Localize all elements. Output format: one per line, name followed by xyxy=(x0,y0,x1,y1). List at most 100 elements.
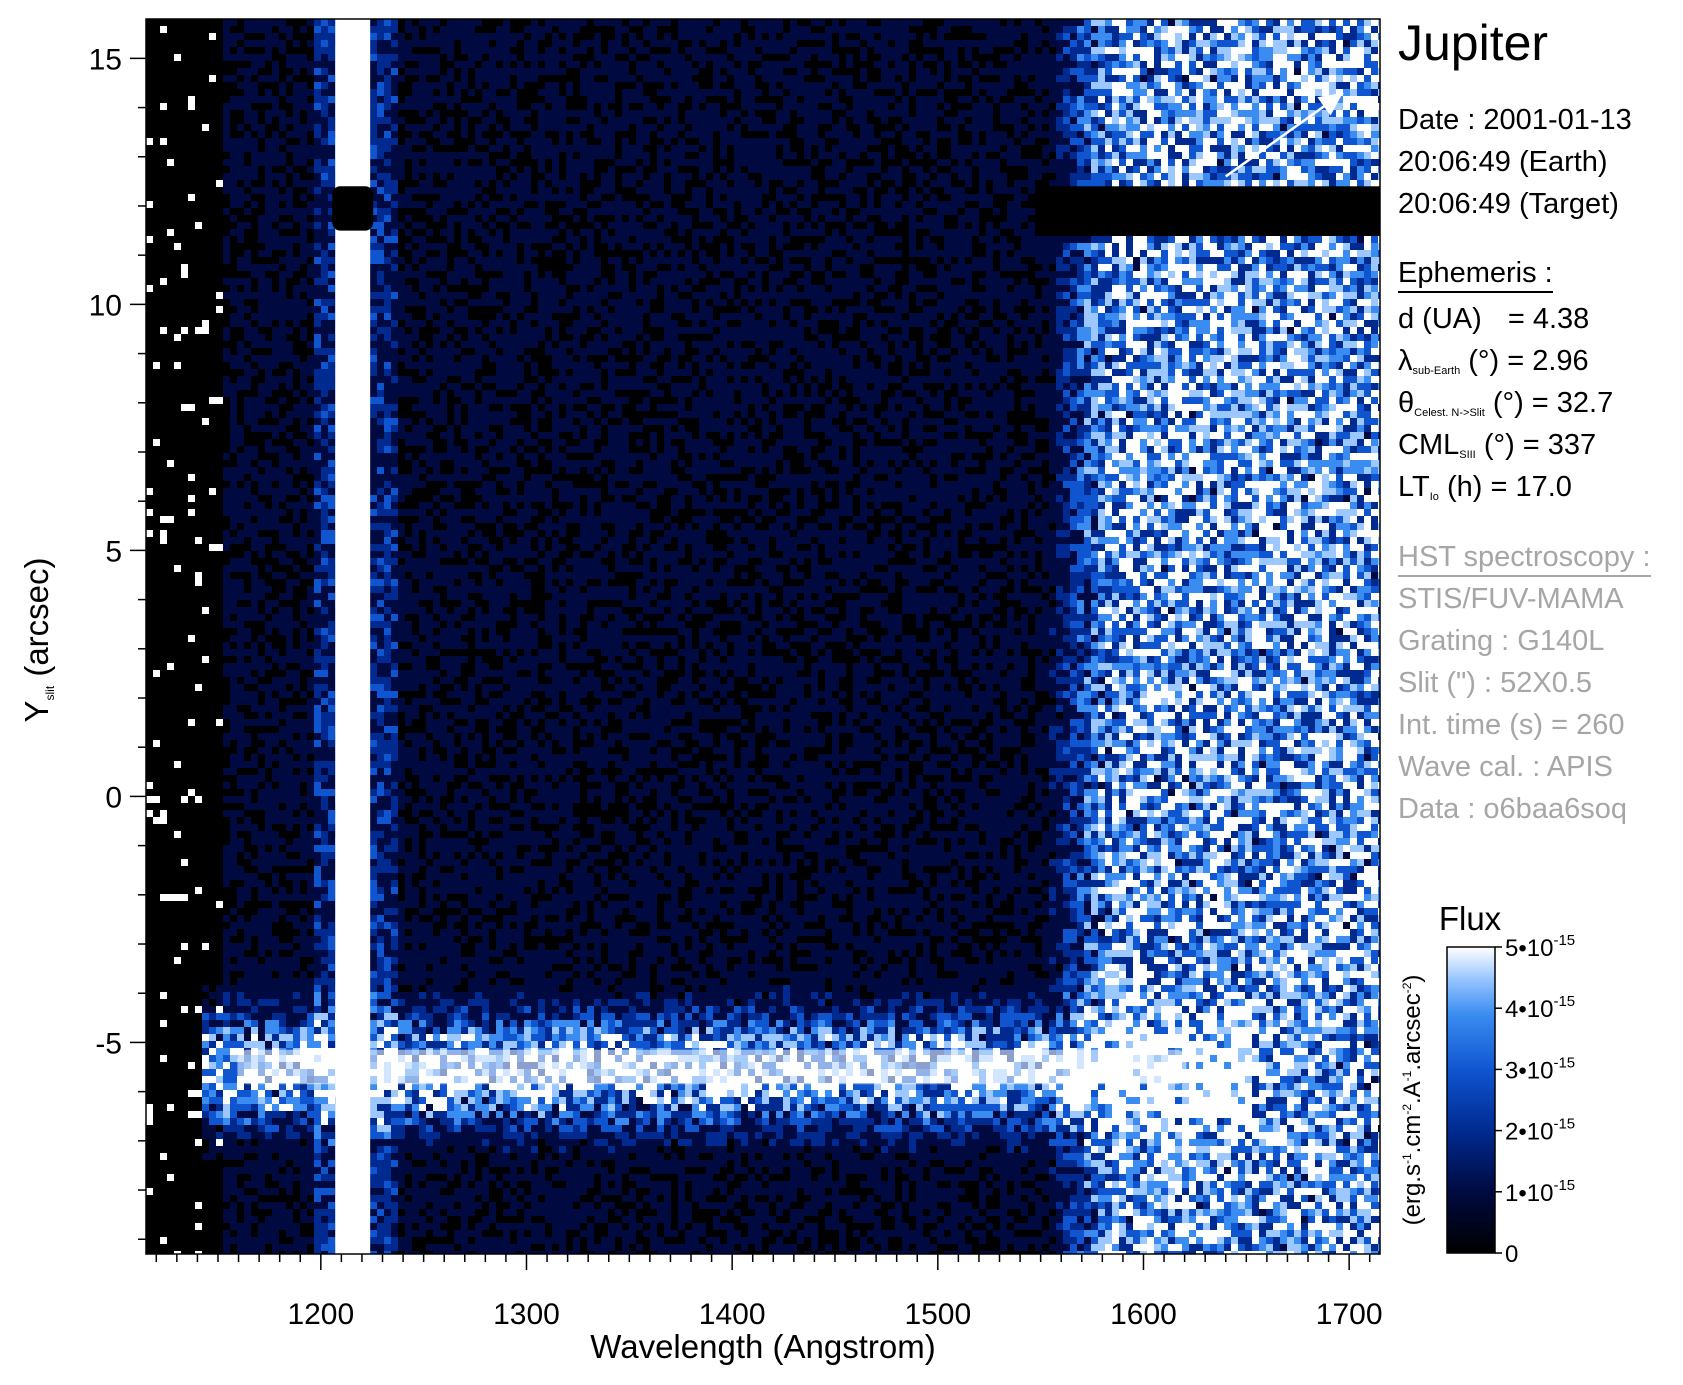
heatmap-pixel xyxy=(1168,61,1175,68)
heatmap-pixel xyxy=(741,54,748,61)
heatmap-pixel xyxy=(580,292,587,299)
heatmap-pixel xyxy=(986,103,993,110)
heatmap-pixel xyxy=(629,208,636,215)
heatmap-pixel xyxy=(937,40,944,47)
heatmap-pixel xyxy=(839,131,846,138)
heatmap-pixel xyxy=(1322,173,1329,180)
heatmap-pixel xyxy=(643,159,650,166)
heatmap-pixel xyxy=(545,173,552,180)
heatmap-pixel xyxy=(398,166,405,173)
heatmap-pixel xyxy=(713,110,720,117)
heatmap-pixel xyxy=(979,19,986,26)
heatmap-pixel xyxy=(1252,40,1259,47)
heatmap-pixel xyxy=(1245,117,1252,124)
heatmap-pixel xyxy=(888,166,895,173)
heatmap-pixel xyxy=(314,201,321,208)
heatmap-pixel xyxy=(1070,285,1077,292)
heatmap-pixel xyxy=(1336,180,1343,187)
heatmap-pixel xyxy=(328,131,335,138)
heatmap-pixel xyxy=(1252,82,1259,89)
heatmap-pixel xyxy=(468,19,475,26)
heatmap-pixel xyxy=(377,215,384,222)
heatmap-pixel xyxy=(804,201,811,208)
heatmap-pixel xyxy=(916,173,923,180)
heatmap-pixel xyxy=(587,278,594,285)
heatmap-pixel xyxy=(566,54,573,61)
heatmap-pixel xyxy=(1049,117,1056,124)
heatmap-pixel xyxy=(293,299,300,306)
heatmap-pixel xyxy=(419,75,426,82)
heatmap-pixel xyxy=(223,250,230,257)
heatmap-pixel xyxy=(636,96,643,103)
heatmap-pixel xyxy=(146,236,153,243)
heatmap-pixel xyxy=(1231,103,1238,110)
heatmap-pixel xyxy=(286,264,293,271)
heatmap-pixel xyxy=(909,19,916,26)
heatmap-pixel xyxy=(531,47,538,54)
heatmap-pixel xyxy=(664,285,671,292)
heatmap-pixel xyxy=(440,187,447,194)
heatmap-pixel xyxy=(650,278,657,285)
heatmap-pixel xyxy=(244,138,251,145)
heatmap-pixel xyxy=(1315,180,1322,187)
heatmap-pixel xyxy=(671,299,678,306)
heatmap-pixel xyxy=(1063,19,1070,26)
heatmap-pixel xyxy=(692,89,699,96)
heatmap-pixel xyxy=(1154,152,1161,159)
heatmap-pixel xyxy=(1021,124,1028,131)
heatmap-pixel xyxy=(902,26,909,33)
heatmap-pixel xyxy=(447,75,454,82)
heatmap-pixel xyxy=(1350,89,1357,96)
heatmap-pixel xyxy=(923,173,930,180)
heatmap-pixel xyxy=(1056,19,1063,26)
heatmap-pixel xyxy=(1252,166,1259,173)
heatmap-pixel xyxy=(279,40,286,47)
heatmap-pixel xyxy=(951,19,958,26)
heatmap-pixel xyxy=(552,117,559,124)
heatmap-pixel xyxy=(559,40,566,47)
heatmap-pixel xyxy=(426,19,433,26)
heatmap-pixel xyxy=(566,89,573,96)
heatmap-pixel xyxy=(867,208,874,215)
heatmap-pixel xyxy=(391,33,398,40)
heatmap-pixel xyxy=(1238,306,1245,313)
heatmap-pixel xyxy=(1266,103,1273,110)
heatmap-pixel xyxy=(993,138,1000,145)
heatmap-pixel xyxy=(902,68,909,75)
heatmap-pixel xyxy=(965,236,972,243)
heatmap-pixel xyxy=(811,124,818,131)
heatmap-pixel xyxy=(1322,159,1329,166)
heatmap-pixel xyxy=(1126,117,1133,124)
heatmap-pixel xyxy=(608,222,615,229)
heatmap-pixel xyxy=(174,243,181,250)
heatmap-pixel xyxy=(671,96,678,103)
heatmap-pixel xyxy=(419,299,426,306)
heatmap-pixel xyxy=(1308,82,1315,89)
heatmap-pixel xyxy=(1294,243,1301,250)
heatmap-pixel xyxy=(650,26,657,33)
heatmap-pixel xyxy=(1098,124,1105,131)
heatmap-pixel xyxy=(328,194,335,201)
heatmap-pixel xyxy=(895,89,902,96)
heatmap-pixel xyxy=(370,96,377,103)
heatmap-pixel xyxy=(1189,89,1196,96)
heatmap-pixel xyxy=(601,138,608,145)
heatmap-pixel xyxy=(1217,250,1224,257)
heatmap-pixel xyxy=(1063,138,1070,145)
heatmap-pixel xyxy=(419,61,426,68)
heatmap-pixel xyxy=(447,194,454,201)
heatmap-pixel xyxy=(678,243,685,250)
heatmap-pixel xyxy=(1343,89,1350,96)
heatmap-pixel xyxy=(1126,145,1133,152)
heatmap-pixel xyxy=(1035,89,1042,96)
heatmap-pixel xyxy=(538,26,545,33)
heatmap-pixel xyxy=(804,47,811,54)
heatmap-pixel xyxy=(440,166,447,173)
heatmap-pixel xyxy=(1119,103,1126,110)
heatmap-pixel xyxy=(1308,68,1315,75)
heatmap-pixel xyxy=(678,215,685,222)
heatmap-pixel xyxy=(678,187,685,194)
heatmap-pixel xyxy=(1133,236,1140,243)
heatmap-pixel xyxy=(1343,54,1350,61)
heatmap-pixel xyxy=(314,159,321,166)
